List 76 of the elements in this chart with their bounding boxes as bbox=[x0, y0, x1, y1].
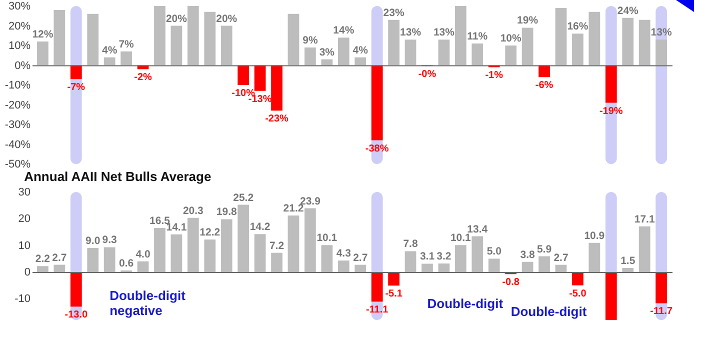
data-label: -0% bbox=[418, 69, 436, 80]
data-label: 19% bbox=[517, 14, 539, 27]
data-label: -7% bbox=[67, 82, 86, 94]
data-label: 10.9 bbox=[584, 230, 605, 242]
y-tick-label: 30% bbox=[8, 0, 31, 12]
data-label: 2.7 bbox=[52, 252, 67, 264]
data-label: 7.2 bbox=[269, 240, 284, 252]
y-tick-label: 20 bbox=[18, 213, 30, 226]
data-label: 3.1 bbox=[420, 250, 435, 263]
data-label: -13.0 bbox=[64, 310, 88, 321]
data-label: 0.6 bbox=[118, 257, 134, 270]
data-label: 13% bbox=[433, 26, 456, 39]
data-label: 7% bbox=[118, 38, 135, 50]
data-label: 24% bbox=[617, 4, 640, 17]
data-label: 13% bbox=[400, 26, 422, 39]
data-label: 17.1 bbox=[634, 213, 655, 226]
data-label: 9.3 bbox=[102, 234, 118, 246]
annotation: Double-digit bbox=[427, 296, 504, 311]
data-label: -0.8 bbox=[502, 277, 520, 288]
y-tick-label: 0 bbox=[24, 266, 30, 278]
y-tick-label: 20% bbox=[8, 20, 31, 32]
data-label: -11.1 bbox=[366, 304, 389, 316]
data-label: 12% bbox=[32, 28, 54, 41]
data-label: 4.3 bbox=[336, 248, 352, 260]
data-label: 4% bbox=[102, 44, 118, 56]
data-label: 10.1 bbox=[316, 232, 338, 244]
data-label: 20% bbox=[166, 12, 188, 25]
y-tick-label: -40% bbox=[4, 138, 31, 151]
data-label: 16% bbox=[567, 20, 589, 33]
data-label: -19% bbox=[599, 106, 623, 117]
data-label: 1.5 bbox=[620, 255, 636, 267]
data-label: 5.9 bbox=[536, 243, 552, 256]
annotation: Double-digit bbox=[510, 304, 588, 319]
y-tick-label: 0% bbox=[14, 60, 31, 72]
data-label: 20% bbox=[216, 12, 238, 25]
data-label: -1% bbox=[485, 70, 504, 82]
data-label: 23% bbox=[383, 6, 405, 19]
data-label: 4% bbox=[352, 44, 369, 56]
data-label: 7.8 bbox=[403, 238, 418, 250]
data-label: 12.2 bbox=[200, 226, 220, 238]
data-label: 2.7 bbox=[353, 252, 368, 264]
data-label: 2.2 bbox=[35, 253, 50, 266]
data-label: -5.1 bbox=[385, 288, 403, 300]
y-tick-label: 30 bbox=[18, 186, 30, 198]
chart-title: Annual AAII Net Bulls Average bbox=[24, 169, 212, 184]
data-label: 11% bbox=[467, 30, 488, 43]
data-label: 10.1 bbox=[450, 232, 472, 244]
data-label: 4.0 bbox=[136, 248, 150, 260]
data-label: -2% bbox=[134, 72, 152, 84]
data-label: 5.0 bbox=[486, 246, 502, 258]
data-label: -38% bbox=[365, 143, 389, 154]
y-tick-label: -10% bbox=[4, 80, 31, 92]
y-tick-label: 10 bbox=[18, 240, 30, 252]
data-label: 25.2 bbox=[233, 192, 254, 204]
annotation: Double-digit negative bbox=[110, 288, 186, 318]
y-tick-label: -50% bbox=[4, 158, 31, 170]
data-label: -6% bbox=[535, 80, 554, 92]
data-label: -11.7 bbox=[650, 306, 673, 318]
data-label: 14% bbox=[333, 24, 355, 37]
data-label: 3.8 bbox=[520, 248, 535, 261]
y-tick-label: 10% bbox=[8, 40, 31, 52]
data-label: -23% bbox=[265, 114, 289, 125]
data-label: -5.0 bbox=[569, 288, 587, 300]
data-label: 19.8 bbox=[216, 206, 237, 218]
data-label: 9% bbox=[302, 34, 318, 46]
data-label: 20.3 bbox=[182, 204, 204, 217]
y-tick-label: -20% bbox=[4, 99, 31, 112]
y-tick-label: -10 bbox=[14, 293, 30, 306]
data-label: 13% bbox=[650, 26, 672, 39]
data-label: 9.0 bbox=[86, 235, 100, 247]
data-label: 10% bbox=[500, 32, 522, 44]
y-tick-label: -30% bbox=[4, 119, 31, 131]
data-label: 3% bbox=[319, 46, 336, 58]
data-label: 2.7 bbox=[554, 252, 568, 264]
data-label: 3.2 bbox=[436, 250, 452, 262]
data-label: 14.2 bbox=[250, 221, 270, 234]
